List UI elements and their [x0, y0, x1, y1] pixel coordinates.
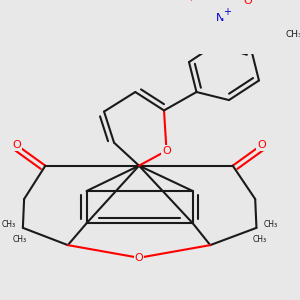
- Text: O: O: [12, 140, 21, 150]
- Text: CH₃: CH₃: [2, 220, 16, 230]
- Text: CH₃: CH₃: [264, 220, 278, 230]
- Text: CH₃: CH₃: [286, 30, 300, 39]
- Text: O: O: [162, 146, 171, 156]
- Text: O: O: [188, 0, 197, 3]
- Text: O: O: [243, 0, 252, 6]
- Text: CH₃: CH₃: [13, 235, 27, 244]
- Text: O: O: [257, 140, 266, 150]
- Text: N: N: [216, 13, 224, 23]
- Text: O: O: [135, 253, 143, 263]
- Text: CH₃: CH₃: [252, 235, 266, 244]
- Text: −: −: [193, 0, 203, 2]
- Text: +: +: [223, 8, 231, 17]
